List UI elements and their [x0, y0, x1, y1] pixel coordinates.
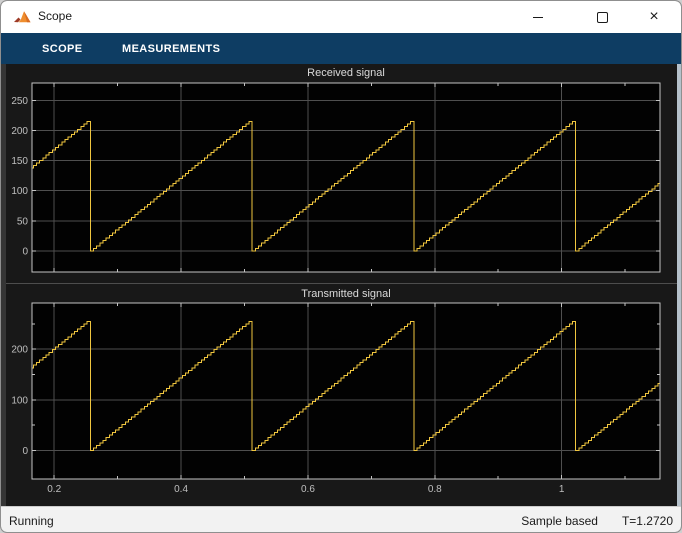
plot-title-received: Received signal [307, 67, 385, 79]
tab-measurements[interactable]: MEASUREMENTS [122, 42, 221, 55]
plot-divider [6, 283, 677, 284]
maximize-button[interactable] [580, 1, 624, 33]
close-button[interactable]: × [632, 1, 676, 33]
y-tick-label: 0 [22, 446, 28, 457]
figure-left-edge [1, 64, 6, 506]
charts-canvas: 0 50 100 150 200 250 0 100 200 0.2 0.4 0.6 0.8 1 Rec… [11, 67, 661, 495]
plot-title-transmitted: Transmitted signal [301, 288, 390, 300]
matlab-logo-icon [14, 11, 31, 23]
title-bar: Scope × [1, 1, 681, 33]
x-tick-label: 0.2 [47, 484, 61, 495]
sample-mode-label: Sample based [521, 513, 598, 528]
x-tick-label: 0.8 [428, 484, 442, 495]
y-tick-label: 100 [11, 186, 28, 197]
signal-trace [32, 121, 660, 252]
scope-figure: 0 50 100 150 200 250 0 100 200 0.2 0.4 0.6 0.8 1 Rec… [1, 64, 681, 506]
x-tick-label: 1 [559, 484, 565, 495]
tab-scope[interactable]: SCOPE [42, 42, 83, 55]
y-tick-label: 150 [11, 156, 28, 167]
signal-trace [32, 320, 660, 452]
minimize-icon [533, 16, 543, 18]
minimize-button[interactable] [516, 1, 560, 33]
close-icon: × [649, 8, 659, 25]
y-tick-label: 50 [17, 216, 29, 227]
transmitted-signal-plot: 0 100 200 0.2 0.4 0.6 0.8 1 [11, 302, 661, 495]
x-tick-label: 0.6 [301, 484, 315, 495]
y-tick-label: 200 [11, 345, 28, 356]
y-tick-label: 0 [22, 246, 28, 257]
simulation-time-label: T=1.2720 [621, 513, 673, 528]
y-tick-label: 200 [11, 126, 28, 137]
simulation-status: Running [9, 513, 54, 528]
figure-right-edge [677, 64, 681, 506]
window-title: Scope [38, 9, 73, 23]
maximize-icon [596, 11, 608, 23]
toolstrip: SCOPE MEASUREMENTS ⚙ ? [1, 33, 681, 91]
status-bar: Running Sample based T=1.2720 [1, 506, 681, 532]
x-tick-label: 0.4 [174, 484, 188, 495]
y-tick-label: 100 [11, 395, 28, 406]
received-signal-plot: 0 50 100 150 200 250 [11, 82, 661, 273]
y-tick-label: 250 [11, 96, 28, 107]
